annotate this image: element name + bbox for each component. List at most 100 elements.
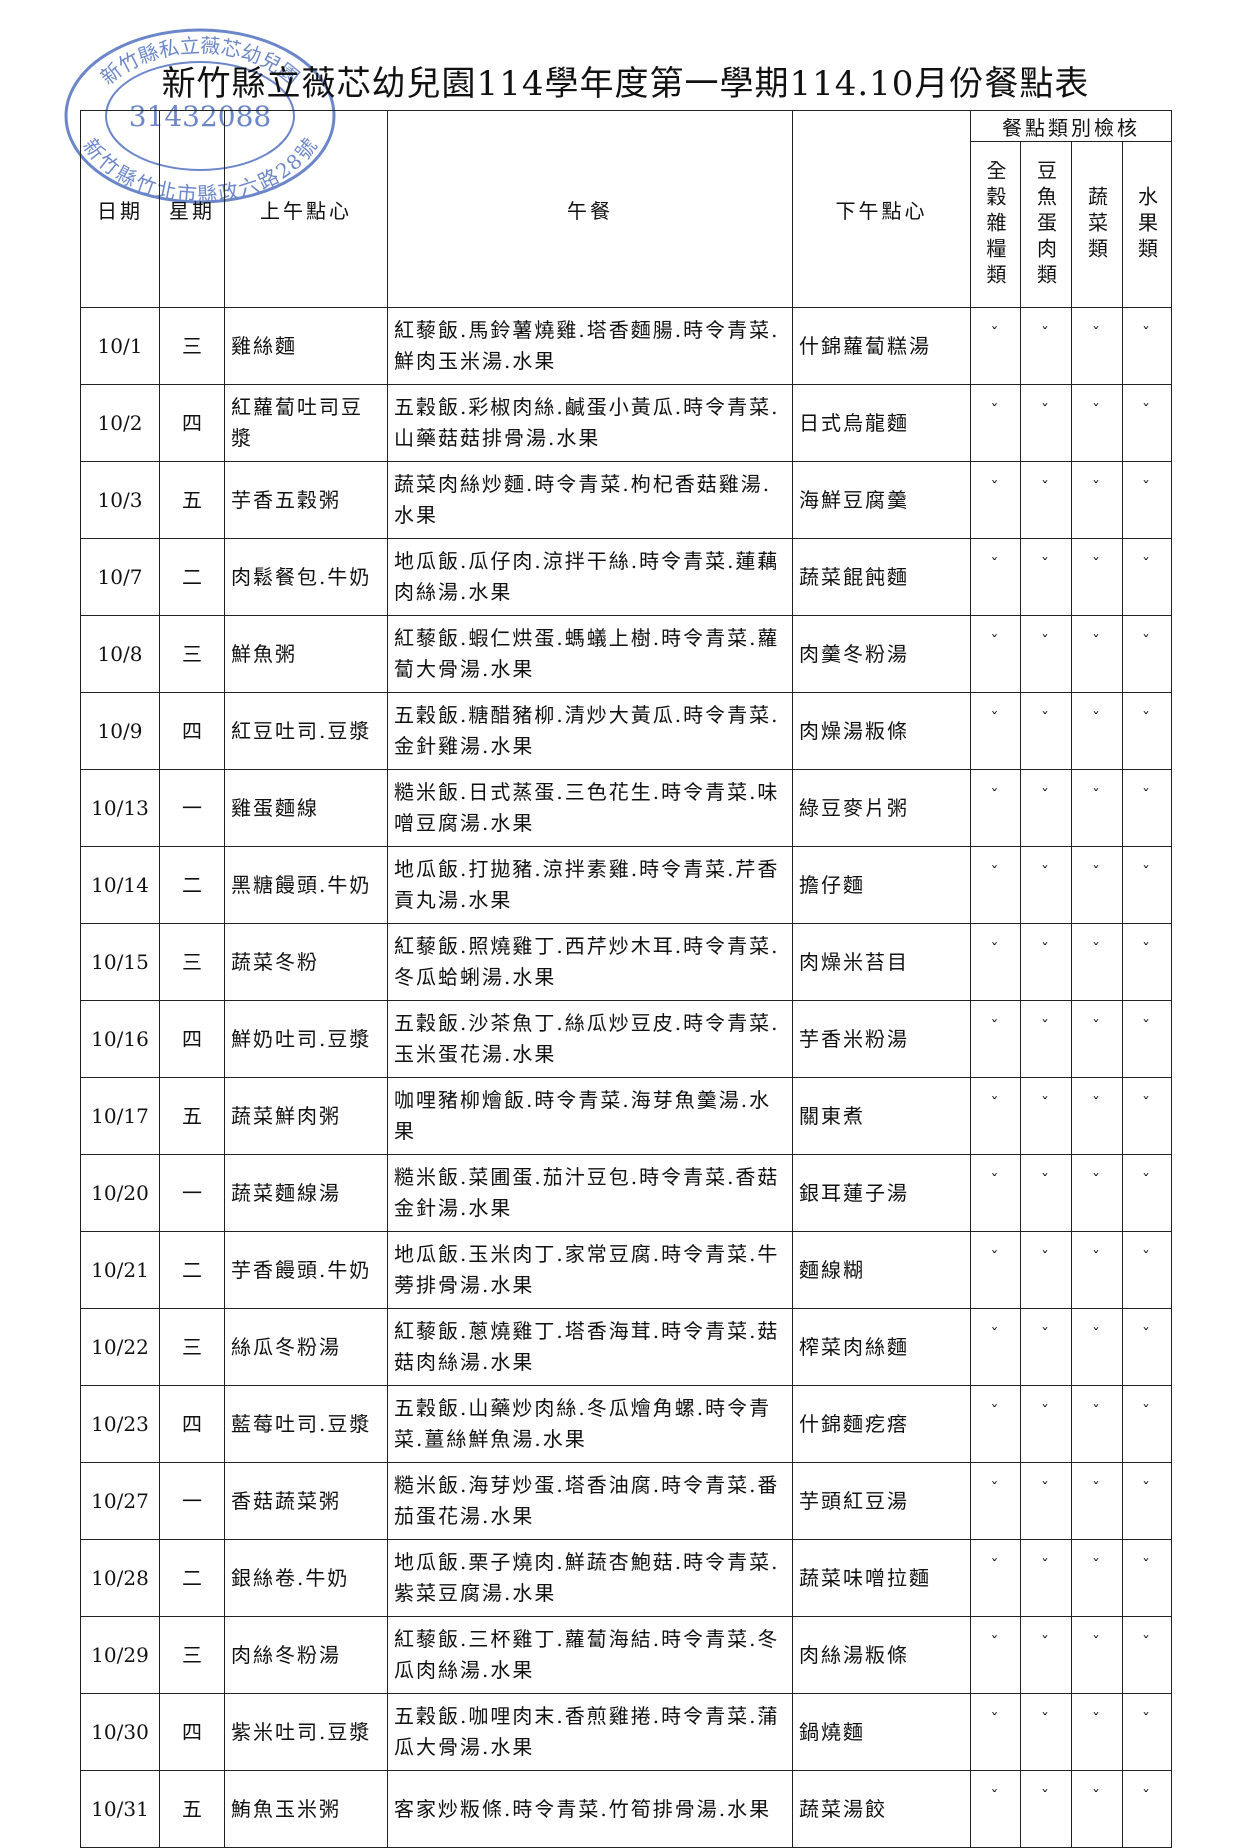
check-mark: ˇ <box>1071 1462 1123 1540</box>
check-mark: ˇ <box>1071 307 1123 385</box>
lunch: 紅藜飯.蔥燒雞丁.塔香海茸.時令青菜.菇菇肉絲湯.水果 <box>387 1308 793 1386</box>
lunch: 地瓜飯.瓜仔肉.涼拌干絲.時令青菜.蓮藕肉絲湯.水果 <box>387 538 793 616</box>
weekday: 五 <box>159 1077 225 1155</box>
lunch: 客家炒粄條.時令青菜.竹筍排骨湯.水果 <box>387 1770 793 1848</box>
date: 10/13 <box>80 769 160 847</box>
afternoon-snack: 蔬菜味噌拉麵 <box>792 1539 971 1617</box>
check-mark: ˇ <box>1020 615 1072 693</box>
morning-snack: 雞蛋麵線 <box>224 769 388 847</box>
date: 10/17 <box>80 1077 160 1155</box>
afternoon-snack: 肉燥湯粄條 <box>792 692 971 770</box>
check-mark: ˇ <box>970 769 1021 847</box>
morning-snack: 香菇蔬菜粥 <box>224 1462 388 1540</box>
page: 餐點表 {"title":"新竹縣立薇芯幼兒園114學年度第一學期114.10月… <box>64 28 1172 1848</box>
menu-row: 10/13 一雞蛋麵線 糙米飯.日式蒸蛋.三色花生.時令青菜.味噌豆腐湯.水果 綠豆麥… <box>80 769 1172 847</box>
column-header: 下午點心 <box>792 110 971 308</box>
check-group-header: 餐點類別檢核 <box>970 110 1172 142</box>
check-mark: ˇ <box>1020 1308 1072 1386</box>
lunch: 蔬菜肉絲炒麵.時令青菜.枸杞香菇雞湯.水果 <box>387 461 793 539</box>
weekday: 四 <box>159 1000 225 1078</box>
date: 10/27 <box>80 1462 160 1540</box>
check-mark: ˇ <box>1020 538 1072 616</box>
check-mark: ˇ <box>1020 1385 1072 1463</box>
afternoon-snack: 榨菜肉絲麵 <box>792 1308 971 1386</box>
check-mark: ˇ <box>1071 1770 1123 1848</box>
afternoon-snack: 蔬菜餛飩麵 <box>792 538 971 616</box>
menu-row: 10/8 三鮮魚粥 紅藜飯.蝦仁烘蛋.螞蟻上樹.時令青菜.蘿蔔大骨湯.水果 肉羹冬粉湯… <box>80 615 1172 693</box>
weekday: 一 <box>159 1462 225 1540</box>
menu-row: 10/3 五芋香五穀粥 蔬菜肉絲炒麵.時令青菜.枸杞香菇雞湯.水果 海鮮豆腐羹 ˇ ˇ ˇ ˇ <box>80 461 1172 539</box>
date: 10/28 <box>80 1539 160 1617</box>
check-mark: ˇ <box>970 384 1021 462</box>
date: 10/21 <box>80 1231 160 1309</box>
weekday: 三 <box>159 307 225 385</box>
afternoon-snack: 海鮮豆腐羹 <box>792 461 971 539</box>
weekday: 一 <box>159 769 225 847</box>
menu-row: 10/16 四鮮奶吐司.豆漿 五穀飯.沙茶魚丁.絲瓜炒豆皮.時令青菜.玉米蛋花湯.水… <box>80 1000 1172 1078</box>
morning-snack: 紫米吐司.豆漿 <box>224 1693 388 1771</box>
check-mark: ˇ <box>1071 846 1123 924</box>
morning-snack: 肉鬆餐包.牛奶 <box>224 538 388 616</box>
check-header-text: 蔬菜類 <box>1084 185 1109 264</box>
check-mark: ˇ <box>1020 1462 1072 1540</box>
weekday: 二 <box>159 538 225 616</box>
date: 10/31 <box>80 1770 160 1848</box>
lunch: 紅藜飯.蝦仁烘蛋.螞蟻上樹.時令青菜.蘿蔔大骨湯.水果 <box>387 615 793 693</box>
check-mark: ˇ <box>1122 1154 1172 1232</box>
check-header: 全穀雜糧類 <box>970 141 1021 308</box>
check-mark: ˇ <box>1020 846 1072 924</box>
menu-row: 10/14 二黑糖饅頭.牛奶 地瓜飯.打拋豬.涼拌素雞.時令青菜.芹香貢丸湯.水果擔… <box>80 846 1172 924</box>
check-mark: ˇ <box>1071 1231 1123 1309</box>
check-mark: ˇ <box>1020 1770 1072 1848</box>
check-mark: ˇ <box>1071 1000 1123 1078</box>
date: 10/8 <box>80 615 160 693</box>
morning-snack: 鮪魚玉米粥 <box>224 1770 388 1848</box>
date: 10/2 <box>80 384 160 462</box>
column-header: 星期 <box>159 110 225 308</box>
date: 10/3 <box>80 461 160 539</box>
menu-row: 10/20 一蔬菜麵線湯 糙米飯.菜圃蛋.茄汁豆包.時令青菜.香菇金針湯.水果 銀耳蓮… <box>80 1154 1172 1232</box>
menu-row: 10/9 四紅豆吐司.豆漿 五穀飯.糖醋豬柳.清炒大黃瓜.時令青菜.金針雞湯.水果肉… <box>80 692 1172 770</box>
weekday: 二 <box>159 846 225 924</box>
afternoon-snack: 擔仔麵 <box>792 846 971 924</box>
check-mark: ˇ <box>1071 1693 1123 1771</box>
morning-snack: 芋香饅頭.牛奶 <box>224 1231 388 1309</box>
check-mark: ˇ <box>1122 1693 1172 1771</box>
lunch: 糙米飯.日式蒸蛋.三色花生.時令青菜.味噌豆腐湯.水果 <box>387 769 793 847</box>
morning-snack: 紅豆吐司.豆漿 <box>224 692 388 770</box>
check-mark: ˇ <box>1071 1154 1123 1232</box>
weekday: 四 <box>159 384 225 462</box>
morning-snack: 蔬菜麵線湯 <box>224 1154 388 1232</box>
check-mark: ˇ <box>970 461 1021 539</box>
check-mark: ˇ <box>1020 1539 1072 1617</box>
check-mark: ˇ <box>970 1385 1021 1463</box>
check-mark: ˇ <box>1122 1000 1172 1078</box>
date: 10/7 <box>80 538 160 616</box>
lunch: 紅藜飯.馬鈴薯燒雞.塔香麵腸.時令青菜.鮮肉玉米湯.水果 <box>387 307 793 385</box>
morning-snack: 紅蘿蔔吐司豆漿 <box>224 384 388 462</box>
check-mark: ˇ <box>970 615 1021 693</box>
afternoon-snack: 芋香米粉湯 <box>792 1000 971 1078</box>
check-mark: ˇ <box>1020 1000 1072 1078</box>
check-header: 豆魚蛋肉類 <box>1020 141 1072 308</box>
menu-row: 10/1 三雞絲麵 紅藜飯.馬鈴薯燒雞.塔香麵腸.時令青菜.鮮肉玉米湯.水果 什錦蘿蔔… <box>80 307 1172 385</box>
morning-snack: 芋香五穀粥 <box>224 461 388 539</box>
check-mark: ˇ <box>970 923 1021 1001</box>
afternoon-snack: 肉羹冬粉湯 <box>792 615 971 693</box>
morning-snack: 肉絲冬粉湯 <box>224 1616 388 1694</box>
afternoon-snack: 鍋燒麵 <box>792 1693 971 1771</box>
weekday: 四 <box>159 1385 225 1463</box>
check-mark: ˇ <box>1122 1385 1172 1463</box>
weekday: 五 <box>159 1770 225 1848</box>
date: 10/22 <box>80 1308 160 1386</box>
afternoon-snack: 銀耳蓮子湯 <box>792 1154 971 1232</box>
lunch: 五穀飯.沙茶魚丁.絲瓜炒豆皮.時令青菜.玉米蛋花湯.水果 <box>387 1000 793 1078</box>
menu-row: 10/15 三蔬菜冬粉 紅藜飯.照燒雞丁.西芹炒木耳.時令青菜.冬瓜蛤蜊湯.水果 肉燥… <box>80 923 1172 1001</box>
column-header: 日期 <box>80 110 160 308</box>
table-body: 10/1 三雞絲麵 紅藜飯.馬鈴薯燒雞.塔香麵腸.時令青菜.鮮肉玉米湯.水果 什錦蘿蔔… <box>80 307 1172 1848</box>
check-mark: ˇ <box>1122 1077 1172 1155</box>
check-mark: ˇ <box>970 1000 1021 1078</box>
check-mark: ˇ <box>970 1077 1021 1155</box>
check-header: 蔬菜類 <box>1071 141 1123 308</box>
check-mark: ˇ <box>1020 1154 1072 1232</box>
